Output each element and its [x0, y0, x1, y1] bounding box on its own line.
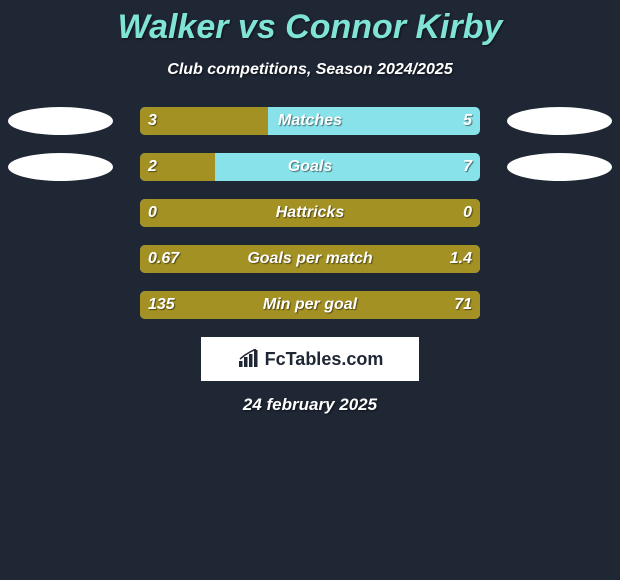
- stat-bar: 135Min per goal71: [140, 291, 480, 319]
- stat-name: Goals per match: [140, 245, 480, 273]
- subtitle: Club competitions, Season 2024/2025: [0, 61, 620, 79]
- stat-row: 0Hattricks0: [0, 199, 620, 227]
- stat-right-value: 1.4: [450, 245, 472, 273]
- player-right-oval: [507, 153, 612, 181]
- stat-bar: 3Matches5: [140, 107, 480, 135]
- page-title: Walker vs Connor Kirby: [0, 0, 620, 47]
- stat-row: 135Min per goal71: [0, 291, 620, 319]
- brand-box: FcTables.com: [201, 337, 419, 381]
- player-left-oval: [8, 153, 113, 181]
- stat-right-value: 71: [454, 291, 472, 319]
- stat-bar: 0.67Goals per match1.4: [140, 245, 480, 273]
- stat-name: Hattricks: [140, 199, 480, 227]
- player-left-oval: [8, 107, 113, 135]
- stat-right-value: 7: [463, 153, 472, 181]
- stat-right-value: 0: [463, 199, 472, 227]
- brand-text: FcTables.com: [265, 349, 384, 370]
- player-right-oval: [507, 107, 612, 135]
- stat-row: 0.67Goals per match1.4: [0, 245, 620, 273]
- stat-bar: 2Goals7: [140, 153, 480, 181]
- comparison-chart: 3Matches5 2Goals7 0Hattricks0 0.67Goals per…: [0, 107, 620, 319]
- stat-row: 3Matches5: [0, 107, 620, 135]
- stat-name: Goals: [140, 153, 480, 181]
- stat-row: 2Goals7: [0, 153, 620, 181]
- brand-chart-icon: [237, 349, 261, 369]
- stat-right-value: 5: [463, 107, 472, 135]
- stat-name: Matches: [140, 107, 480, 135]
- date-text: 24 february 2025: [0, 395, 620, 415]
- stat-name: Min per goal: [140, 291, 480, 319]
- stat-bar: 0Hattricks0: [140, 199, 480, 227]
